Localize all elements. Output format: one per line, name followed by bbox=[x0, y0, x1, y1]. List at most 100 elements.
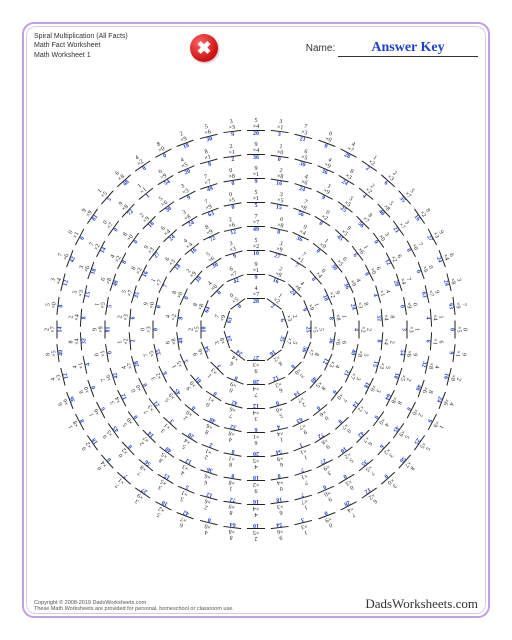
multiplication-problem: 8×648 bbox=[198, 413, 222, 438]
multiplication-problem: 2×816 bbox=[441, 367, 464, 389]
multiplication-problem: 8×648 bbox=[412, 377, 436, 400]
product-answer: 10 bbox=[202, 321, 208, 339]
multiplication-problem: 8×540 bbox=[305, 370, 331, 396]
multiplication-problem: 3×412 bbox=[247, 402, 265, 421]
multiplication-problem: 9×436 bbox=[247, 142, 265, 161]
product-answer: 4 bbox=[423, 309, 430, 327]
multiplication-problem: 8×216 bbox=[409, 202, 435, 228]
product-answer: 32 bbox=[81, 332, 88, 350]
multiplier: ×7 bbox=[247, 220, 265, 227]
multiplier: ×2 bbox=[247, 244, 265, 251]
product-answer: 20 bbox=[247, 450, 265, 456]
multiplication-problem: 9×981 bbox=[181, 370, 207, 396]
multiplication-problem: 6×954 bbox=[151, 165, 176, 191]
multiplication-problem: 2×36 bbox=[116, 308, 137, 328]
multiplication-problem: 3×412 bbox=[48, 270, 71, 292]
multiplier: ×4 bbox=[247, 148, 265, 155]
multiplication-problem: 7×642 bbox=[55, 246, 79, 270]
multiplication-problem: 6×212 bbox=[266, 371, 290, 395]
multiplication-problem: 4×312 bbox=[318, 351, 343, 375]
multiplication-problem: 5×210 bbox=[150, 496, 175, 521]
multiplication-problem: 5×210 bbox=[247, 238, 265, 257]
multiplication-problem: 9×763 bbox=[290, 413, 314, 438]
multiplier: ×5 bbox=[247, 528, 265, 535]
answer-key-text: Answer Key bbox=[371, 40, 444, 55]
multiplier: ×2 bbox=[247, 480, 265, 487]
multiplication-problem: 4×312 bbox=[48, 367, 71, 389]
multiplication-problem: 7×214 bbox=[347, 395, 373, 421]
multiplication-problem: 2×918 bbox=[181, 263, 207, 289]
multiplication-problem: 3×927 bbox=[314, 454, 339, 479]
multiplication-problem: 3×515 bbox=[269, 191, 290, 213]
spiral-problem-area: 4×7281×222×365×7358×2169×3276×4243×8247×… bbox=[30, 90, 482, 590]
multiplication-problem: 6×848 bbox=[164, 331, 185, 352]
multiplication-problem: 6×424 bbox=[433, 246, 457, 270]
multiplier: ×5 bbox=[455, 321, 462, 339]
multiplication-problem: 7×642 bbox=[98, 366, 122, 389]
product-answer: 2 bbox=[129, 332, 137, 350]
multiplication-problem: 4×624 bbox=[433, 389, 457, 413]
multiplication-problem: 1×22 bbox=[116, 332, 137, 352]
product-answer: 3 bbox=[401, 321, 407, 339]
title-line-3: Math Worksheet 1 bbox=[34, 51, 184, 60]
multiplication-problem: 4×28 bbox=[128, 150, 154, 176]
product-answer: 9 bbox=[223, 131, 242, 139]
multiplication-problem: 6×530 bbox=[326, 250, 352, 276]
multiplicand: 4 bbox=[247, 463, 265, 469]
multiplication-problem: 7×321 bbox=[139, 395, 165, 421]
multiplication-problem: 0×30 bbox=[141, 321, 160, 339]
multiplication-problem: 7×428 bbox=[391, 270, 415, 293]
multiplication-problem: 9×327 bbox=[139, 238, 165, 264]
product-answer: 6 bbox=[247, 426, 265, 432]
multiplication-problem: 2×36 bbox=[377, 165, 403, 191]
multiplication-problem: 7×17 bbox=[292, 464, 315, 488]
name-block: Name: Answer Key bbox=[224, 32, 478, 57]
multiplication-problem: 3×26 bbox=[148, 363, 173, 387]
multiplication-problem: 8×432 bbox=[68, 332, 88, 351]
multiplication-problem: 5×630 bbox=[197, 122, 219, 145]
multiplier: ×5 bbox=[247, 456, 265, 463]
multiplication-problem: 4×00 bbox=[368, 407, 394, 433]
multiplication-problem: 0×40 bbox=[92, 450, 118, 476]
multiplication-problem: 5×630 bbox=[153, 192, 179, 218]
multiplication-problem: 9×218 bbox=[247, 474, 265, 493]
multiplicand: 6 bbox=[247, 439, 265, 445]
multiplication-problem: 1×66 bbox=[347, 238, 373, 264]
multiplication-problem: 5×15 bbox=[247, 190, 265, 209]
multiplicand: 2 bbox=[247, 535, 265, 541]
multiplication-problem: 5×840 bbox=[348, 342, 371, 364]
multiplication-problem: 4×936 bbox=[339, 271, 364, 295]
multiplication-problem: 8×864 bbox=[222, 520, 242, 541]
multiplication-problem: 0×50 bbox=[222, 191, 243, 213]
multiplication-problem: 5×840 bbox=[373, 195, 399, 221]
multiplication-problem: 6×212 bbox=[358, 483, 384, 509]
multiplication-problem: 7×963 bbox=[446, 295, 467, 315]
multiplication-problem: 3×721 bbox=[388, 214, 414, 240]
multiplication-problem: 8×00 bbox=[169, 283, 194, 307]
multiplication-problem: 9×981 bbox=[77, 202, 103, 228]
multiplication-problem: 2×918 bbox=[173, 129, 197, 153]
operation-icon-wrap: ✖ bbox=[184, 32, 224, 62]
product-answer: 6 bbox=[129, 309, 137, 327]
multiplicand: 2 bbox=[388, 333, 396, 351]
multiplication-problem: 3×13 bbox=[270, 118, 290, 139]
multiplication-problem: 8×324 bbox=[348, 295, 371, 317]
multiplication-problem: 2×36 bbox=[277, 307, 301, 330]
multiplication-problem: 5×945 bbox=[388, 419, 414, 445]
multiplication-problem: 6×00 bbox=[76, 377, 100, 400]
product-answer: 81 bbox=[106, 321, 112, 339]
multiplication-problem: 1×99 bbox=[314, 180, 339, 205]
multiplication-problem: 8×18 bbox=[197, 147, 219, 170]
multiplication-problem: 0×20 bbox=[113, 438, 139, 464]
multiplication-problem: 8×864 bbox=[381, 387, 406, 412]
multiplication-problem: 6×848 bbox=[98, 270, 122, 293]
multiplication-problem: 2×714 bbox=[45, 321, 64, 339]
multiplication-problem: 1×99 bbox=[422, 411, 447, 436]
multiplier: ×3 bbox=[407, 321, 414, 339]
multiplication-problem: 5×420 bbox=[247, 118, 265, 137]
multiplication-problem: 3×39 bbox=[222, 239, 245, 262]
multiplier: ×5 bbox=[311, 321, 318, 339]
product-answer: 49 bbox=[247, 227, 265, 233]
multiplication-problem: 3×00 bbox=[377, 468, 403, 494]
multiplication-problem: 9×19 bbox=[247, 166, 265, 185]
